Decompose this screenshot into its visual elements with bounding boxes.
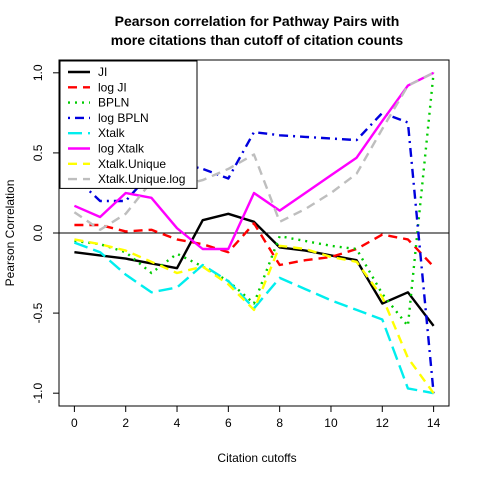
y-tick-label: 0.5 [31,144,45,161]
y-tick-label: -0.5 [31,302,45,323]
x-tick-label: 10 [324,416,338,430]
chart-title-line-1: Pearson correlation for Pathway Pairs wi… [115,13,400,29]
series-line-log-xtalk [73,71,435,251]
x-tick-label: 4 [174,416,181,430]
series-line-bpln [74,72,435,328]
y-tick-label: 0.0 [31,224,45,241]
x-tick-label: 8 [276,416,283,430]
legend-label: Xtalk.Unique [98,157,166,171]
series-line-xtalk [73,241,434,395]
x-axis-label: Citation cutoffs [217,451,296,465]
x-tick-label: 2 [122,416,129,430]
legend-label: Xtalk.Unique.log [98,172,185,186]
x-tick-label: 12 [376,416,390,430]
x-tick-label: 6 [225,416,232,430]
plot-area: 0 2 4 6 8 10 12 14 -1.0 -0.5 0.0 0.5 1.0 [31,59,450,430]
series-line-log-ji [74,222,435,268]
legend-label: Xtalk [98,126,126,140]
legend-label: BPLN [98,96,129,110]
legend-label: JI [98,65,107,79]
series-line-log-bpln [73,111,435,394]
legend-label: log JI [98,80,127,94]
legend-label: log Xtalk [98,142,145,156]
series-line-xtalk-unique [74,238,435,394]
chart-title-line-2: more citations than cutoff of citation c… [111,32,404,48]
x-tick-label: 0 [71,416,78,430]
y-tick-label: 1.0 [31,64,45,81]
y-axis-label: Pearson Correlation [3,180,17,287]
series-line-xtalk-unique-log [73,71,435,232]
x-tick-label: 14 [427,416,441,430]
y-tick-label: -1.0 [31,383,45,404]
legend-box [59,60,198,189]
legend-label: log BPLN [98,111,149,125]
